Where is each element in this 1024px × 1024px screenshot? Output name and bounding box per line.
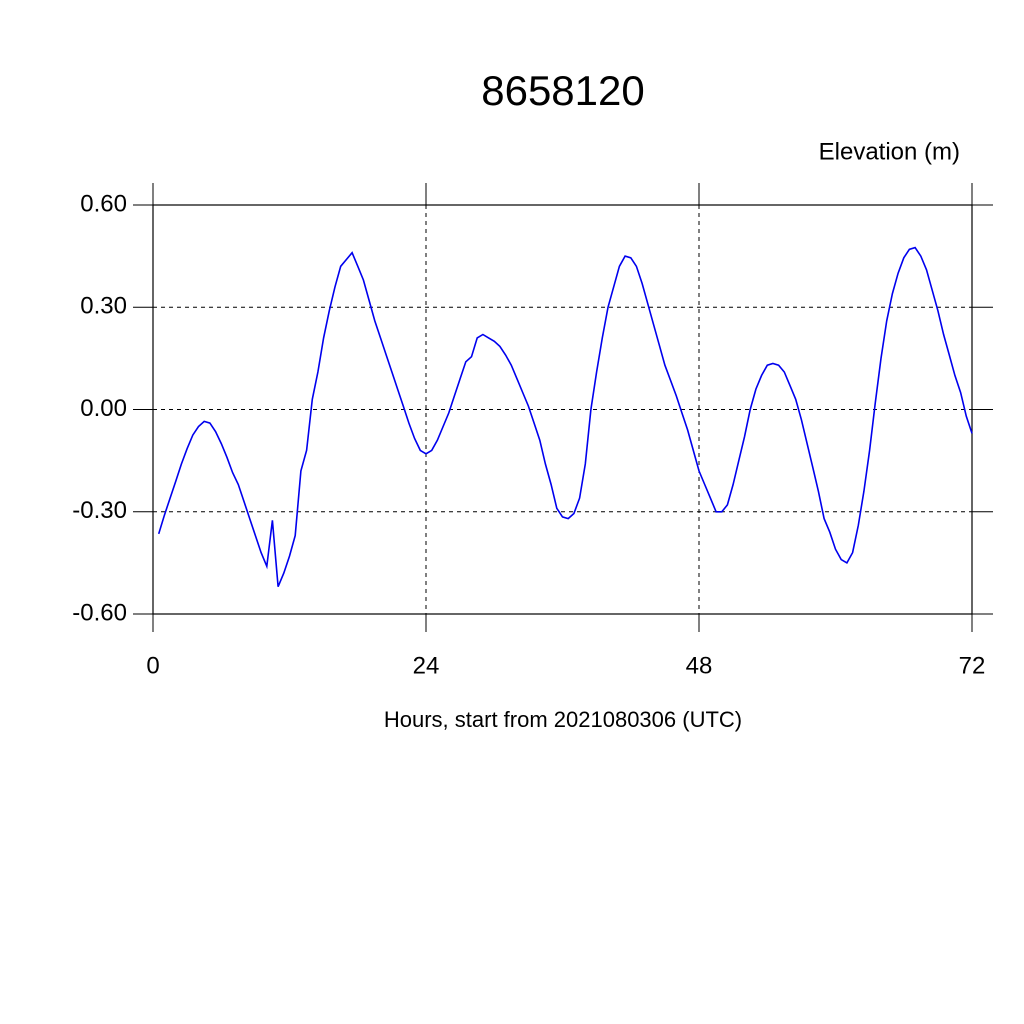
x-tick-label: 72 <box>959 652 986 679</box>
x-tick-label: 0 <box>146 652 159 679</box>
y-axis-label: Elevation (m) <box>819 138 960 165</box>
plot-frame <box>152 204 973 615</box>
x-tick-label: 24 <box>413 652 440 679</box>
chart-title: 8658120 <box>481 67 645 114</box>
y-tick-label: 0.60 <box>80 190 127 217</box>
y-tick-label: 0.30 <box>80 293 127 320</box>
y-tick-label: -0.30 <box>72 497 127 524</box>
x-tick-label: 48 <box>686 652 713 679</box>
x-axis-label: Hours, start from 2021080306 (UTC) <box>384 707 742 732</box>
y-tick-label: 0.00 <box>80 395 127 422</box>
y-tick-label: -0.60 <box>72 599 127 626</box>
data-line <box>157 246 973 588</box>
